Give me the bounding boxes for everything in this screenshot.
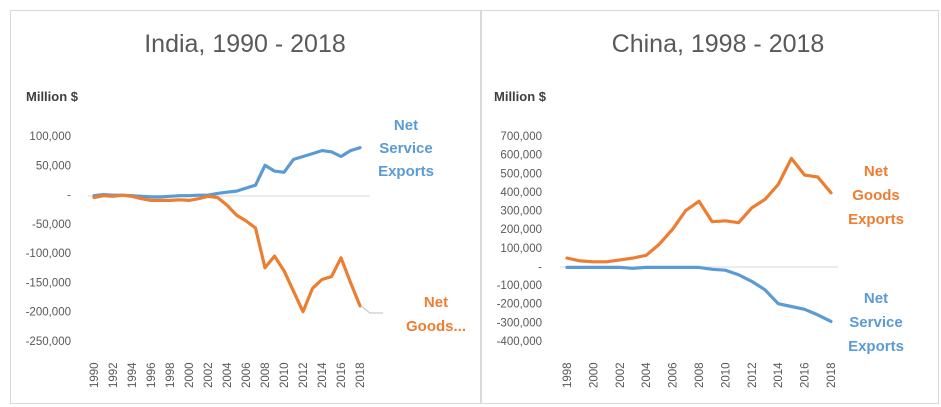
x-tick-label: 2006 — [668, 362, 680, 388]
x-tick-label: 2008 — [694, 362, 706, 388]
y-tick-label: 400,000 — [500, 187, 542, 199]
series-label-line: Net — [864, 163, 888, 180]
series-label-line: Exports — [848, 338, 904, 355]
x-tick-label: 2012 — [298, 362, 310, 388]
y-tick-label: -250,000 — [26, 336, 71, 348]
x-tick-label: 1998 — [562, 362, 574, 388]
y-tick-label: 300,000 — [500, 206, 542, 218]
x-tick-label: 2010 — [279, 362, 291, 388]
x-tick-label: 2004 — [222, 362, 234, 388]
series-label-line: Net — [424, 294, 448, 311]
india-service-line — [92, 146, 362, 199]
series-label-line: Exports — [378, 163, 434, 180]
y-tick-label: 100,000 — [500, 243, 542, 255]
series-label-line: Service — [379, 140, 432, 157]
china-y-axis: 700,000 600,000 500,000 400,000 300,000 200,0… — [497, 131, 543, 348]
y-tick-label: -50,000 — [32, 219, 71, 231]
x-tick-label: 2014 — [317, 362, 329, 388]
x-tick-label: 2014 — [773, 362, 785, 388]
x-tick-label: 2000 — [184, 362, 196, 388]
x-tick-label: 2016 — [336, 362, 348, 388]
x-tick-label: 1994 — [127, 362, 139, 388]
y-tick-label: - — [67, 190, 71, 202]
x-tick-label: 2006 — [241, 362, 253, 388]
x-tick-label: 1996 — [146, 362, 158, 388]
y-tick-label: 50,000 — [36, 160, 71, 172]
india-goods-leader — [360, 305, 383, 314]
y-tick-label: 500,000 — [500, 168, 542, 180]
x-tick-label: 2004 — [641, 362, 653, 388]
x-tick-label: 2012 — [747, 362, 759, 388]
china-chart-title: China, 1998 - 2018 — [612, 30, 825, 58]
y-tick-label: 600,000 — [500, 150, 542, 162]
y-tick-label: 200,000 — [500, 224, 542, 236]
y-tick-label: -150,000 — [26, 277, 71, 289]
india-service-series-label: Net Service Exports — [378, 117, 434, 180]
y-tick-label: -200,000 — [497, 299, 542, 311]
x-tick-label: 1992 — [108, 362, 120, 388]
series-label-line: Net — [394, 117, 418, 134]
x-tick-label: 2018 — [355, 362, 367, 388]
series-label-line: Service — [849, 314, 902, 331]
china-goods-series-label: Net Goods Exports — [848, 163, 904, 228]
y-tick-label: -300,000 — [497, 317, 542, 329]
series-label-line: Exports — [848, 211, 904, 228]
series-label-line: Goods... — [406, 318, 466, 335]
x-tick-label: 2008 — [260, 362, 272, 388]
x-tick-label: 2002 — [615, 362, 627, 388]
india-unit-label: Million $ — [26, 89, 79, 104]
india-chart: India, 1990 - 2018 Million $ 100,000 50,0… — [10, 10, 481, 404]
x-tick-label: 1990 — [89, 362, 101, 388]
india-x-axis: 1990 1992 1994 1996 1998 2000 2002 2004 2006 2008… — [89, 362, 367, 388]
y-tick-label: 100,000 — [29, 131, 71, 143]
china-service-line — [565, 265, 833, 323]
x-tick-label: 2000 — [588, 362, 600, 388]
y-tick-label: -400,000 — [497, 336, 542, 348]
x-tick-label: 2016 — [800, 362, 812, 388]
india-goods-line — [92, 193, 362, 314]
series-label-line: Net — [864, 290, 888, 307]
china-goods-line — [565, 156, 833, 264]
china-chart-frame — [481, 10, 939, 404]
y-tick-label: 700,000 — [500, 131, 542, 143]
china-unit-label: Million $ — [494, 89, 547, 104]
x-tick-label: 2018 — [826, 362, 838, 388]
series-label-line: Goods — [852, 187, 900, 204]
china-x-axis: 1998 2000 2002 2004 2006 2008 2010 2012 2014 2016… — [562, 362, 838, 388]
y-tick-label: -100,000 — [497, 280, 542, 292]
china-service-series-label: Net Service Exports — [848, 290, 904, 355]
y-tick-label: -200,000 — [26, 307, 71, 319]
india-chart-frame — [10, 10, 481, 404]
india-y-axis: 100,000 50,000 - -50,000 -100,000 -150,000 -20… — [26, 131, 72, 348]
india-goods-series-label: Net Goods... — [406, 294, 466, 335]
x-tick-label: 2010 — [720, 362, 732, 388]
y-tick-label: -100,000 — [26, 248, 71, 260]
x-tick-label: 2002 — [203, 362, 215, 388]
y-tick-label: - — [538, 261, 542, 273]
china-chart: China, 1998 - 2018 Million $ 700,000 600,… — [481, 10, 939, 404]
x-tick-label: 1998 — [165, 362, 177, 388]
india-chart-title: India, 1990 - 2018 — [144, 30, 346, 58]
